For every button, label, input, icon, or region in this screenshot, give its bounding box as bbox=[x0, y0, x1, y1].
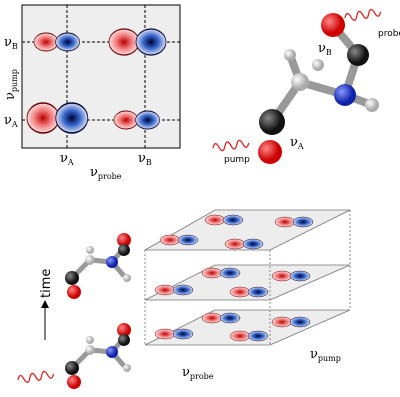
shape bbox=[347, 44, 369, 66]
shape bbox=[211, 138, 250, 153]
label-part: ν bbox=[3, 92, 18, 100]
plane bbox=[144, 309, 351, 346]
shape bbox=[321, 13, 345, 37]
time-label: time bbox=[39, 269, 54, 298]
shape bbox=[65, 323, 131, 389]
shape bbox=[343, 7, 382, 23]
shape bbox=[16, 369, 55, 385]
shape bbox=[343, 7, 382, 23]
label-part: A bbox=[297, 142, 304, 151]
shape bbox=[16, 369, 55, 385]
label-part: probe bbox=[190, 372, 214, 381]
shape bbox=[284, 49, 296, 61]
label-part: ν bbox=[60, 151, 68, 166]
shape bbox=[268, 22, 374, 125]
shape bbox=[259, 109, 285, 135]
label-part: pump bbox=[318, 354, 341, 363]
label-part: ν bbox=[4, 35, 12, 50]
shape bbox=[312, 59, 324, 71]
shape bbox=[258, 140, 282, 164]
mode-label: νB bbox=[318, 41, 332, 57]
shape bbox=[291, 73, 309, 91]
shape bbox=[334, 84, 356, 106]
axis-label: νprobe bbox=[182, 365, 214, 381]
label-part: A bbox=[11, 120, 18, 129]
y-label: νB bbox=[4, 35, 18, 51]
label-part: ν bbox=[90, 165, 98, 180]
shape bbox=[65, 233, 131, 299]
y-label: νA bbox=[4, 113, 18, 129]
label-part: A bbox=[67, 158, 74, 167]
label-part: ν bbox=[4, 113, 12, 128]
label-part: ν bbox=[318, 41, 326, 56]
label-part: ν bbox=[138, 151, 146, 166]
label-part: ν bbox=[290, 135, 298, 150]
mode-label: νA bbox=[290, 135, 304, 151]
molecule bbox=[258, 13, 379, 164]
y-label: νpump bbox=[3, 69, 19, 100]
shape bbox=[365, 98, 379, 112]
arrow-head bbox=[41, 300, 49, 308]
pump-label: pump bbox=[224, 155, 250, 165]
label-part: B bbox=[326, 48, 332, 57]
label-part: ν bbox=[182, 365, 190, 380]
label-part: B bbox=[146, 158, 152, 167]
x-label: νB bbox=[138, 151, 152, 167]
x-label: νA bbox=[60, 151, 74, 167]
shape bbox=[211, 138, 250, 153]
axis-label: νpump bbox=[310, 347, 341, 363]
label-part: probe bbox=[98, 172, 122, 181]
probe-label: probe bbox=[378, 29, 400, 39]
label-part: B bbox=[12, 42, 18, 51]
label-part: ν bbox=[310, 347, 318, 362]
x-label: νprobe bbox=[90, 165, 122, 181]
label-part: pump bbox=[10, 69, 19, 92]
